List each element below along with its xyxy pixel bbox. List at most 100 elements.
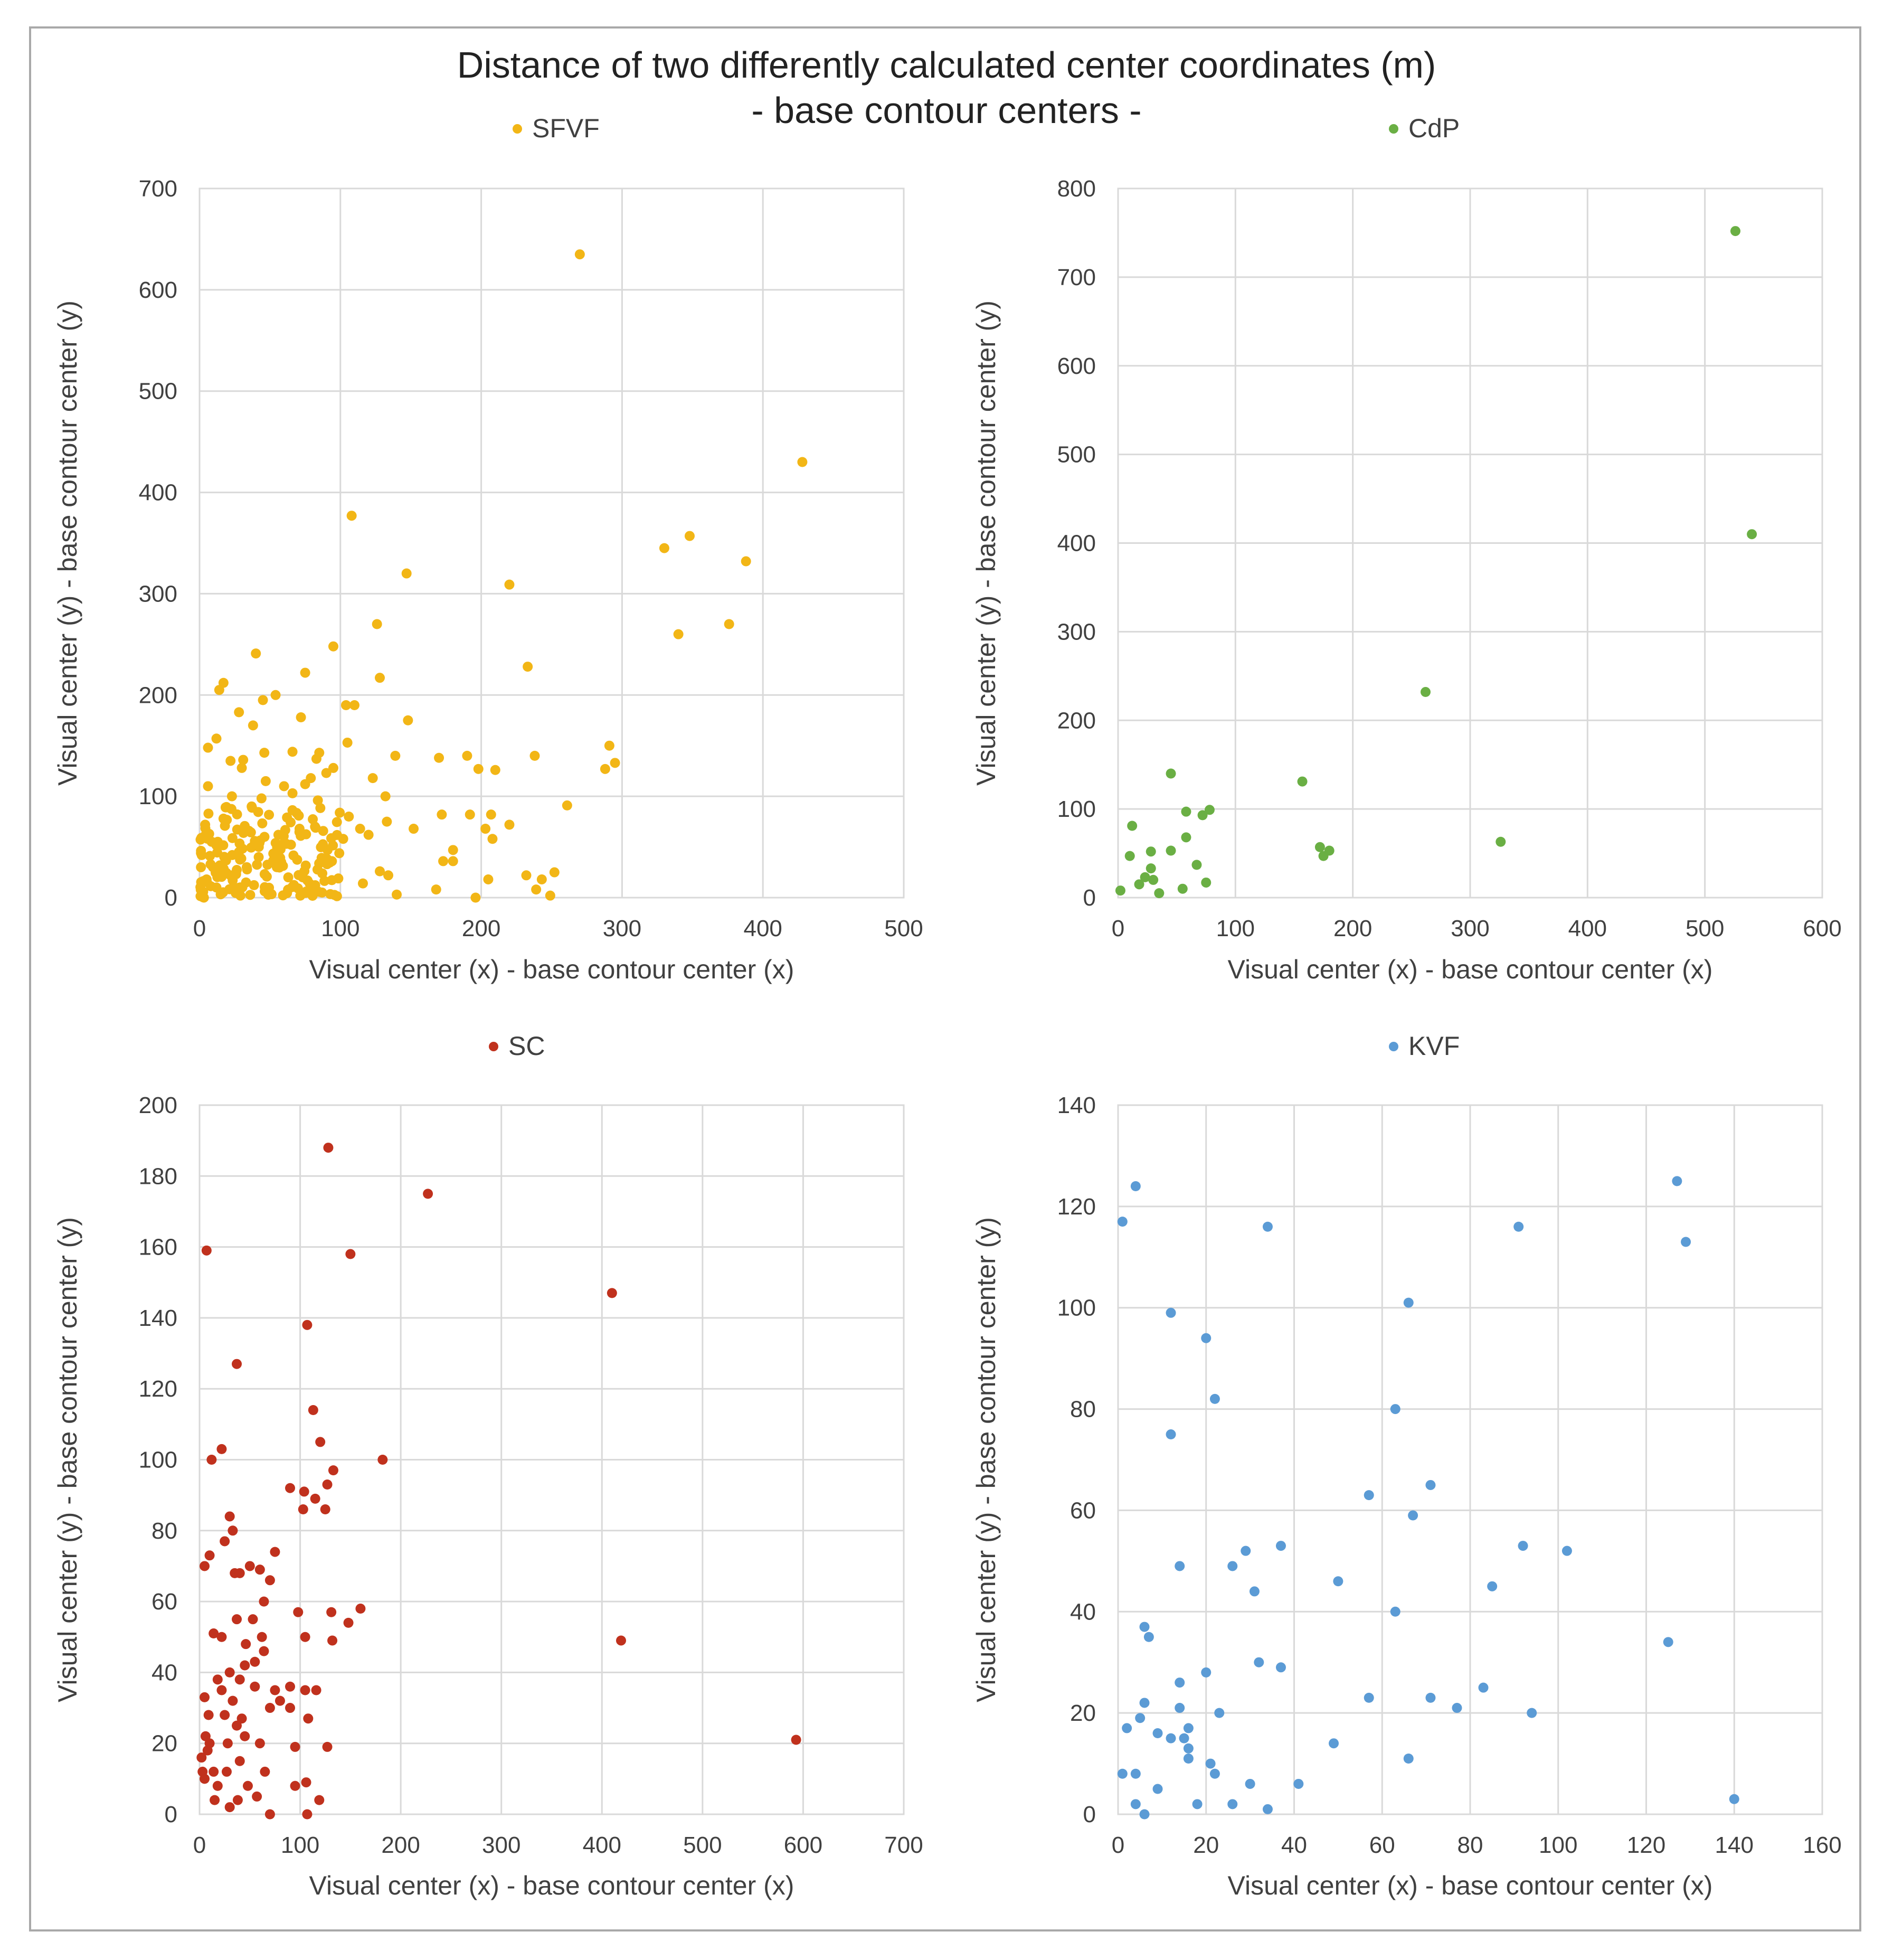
data-point — [1245, 1778, 1255, 1789]
data-point — [1146, 863, 1156, 874]
data-point — [211, 868, 221, 878]
y-tick-label: 120 — [139, 1376, 177, 1402]
data-point — [216, 1444, 227, 1454]
data-point — [1166, 1429, 1176, 1440]
data-point — [278, 890, 288, 901]
x-tick-label: 300 — [1451, 916, 1489, 941]
y-tick-label: 40 — [152, 1660, 177, 1685]
y-tick-label: 160 — [139, 1235, 177, 1260]
data-point — [200, 823, 211, 834]
data-point — [382, 816, 392, 827]
data-point — [293, 1607, 304, 1617]
y-axis-label: Visual center (y) - base contour center … — [971, 1217, 1001, 1702]
y-tick-label: 200 — [139, 682, 177, 708]
data-point — [314, 1795, 325, 1805]
data-point — [234, 847, 244, 858]
data-point — [325, 889, 336, 899]
data-point — [257, 1632, 267, 1642]
data-point — [258, 695, 268, 705]
data-point — [343, 1617, 354, 1628]
y-tick-label: 600 — [139, 277, 177, 303]
data-point — [264, 1575, 275, 1586]
data-point — [234, 838, 245, 849]
data-point — [221, 855, 231, 866]
x-tick-label: 600 — [784, 1832, 822, 1858]
y-tick-label: 100 — [139, 784, 177, 809]
data-point — [574, 249, 585, 260]
data-point — [1175, 1561, 1185, 1571]
data-point — [1249, 1586, 1260, 1597]
data-point — [1148, 874, 1159, 885]
data-point — [562, 800, 572, 811]
data-point — [375, 673, 385, 683]
legend-label: KVF — [1408, 1031, 1460, 1061]
data-point — [287, 788, 298, 798]
data-point — [285, 1483, 296, 1493]
data-point — [240, 1731, 250, 1741]
data-point — [215, 889, 226, 900]
x-tick-label: 60 — [1369, 1832, 1395, 1858]
data-point — [504, 579, 515, 590]
data-point — [282, 812, 292, 823]
data-point — [545, 890, 555, 901]
data-point — [212, 836, 223, 847]
data-point — [1403, 1753, 1414, 1764]
data-point — [1139, 1622, 1150, 1632]
data-point — [1146, 846, 1156, 857]
y-tick-label: 60 — [152, 1589, 177, 1615]
data-point — [1333, 1576, 1343, 1587]
y-tick-label: 100 — [1057, 796, 1096, 822]
data-point — [401, 568, 412, 579]
data-point — [377, 1455, 388, 1465]
data-point — [1408, 1510, 1418, 1521]
y-tick-label: 80 — [152, 1518, 177, 1544]
data-point — [224, 1511, 235, 1522]
data-point — [300, 888, 311, 898]
data-point — [280, 825, 290, 835]
x-tick-label: 400 — [743, 916, 782, 941]
data-point — [209, 1628, 219, 1639]
data-point — [1390, 1404, 1400, 1415]
data-point — [1143, 1632, 1154, 1642]
data-point — [357, 878, 368, 889]
data-point — [241, 862, 252, 872]
data-point — [261, 871, 272, 882]
data-point — [486, 809, 496, 820]
data-point — [254, 1565, 265, 1575]
y-tick-label: 700 — [139, 176, 177, 202]
data-point — [1390, 1606, 1400, 1617]
data-point — [1201, 877, 1211, 888]
data-point — [1275, 1541, 1286, 1551]
y-tick-label: 0 — [165, 885, 177, 911]
data-point — [232, 1720, 242, 1731]
data-point — [1672, 1176, 1682, 1186]
data-point — [328, 1465, 338, 1476]
data-point — [236, 762, 247, 773]
legend-marker — [513, 124, 522, 134]
data-point — [1487, 1581, 1498, 1591]
data-point — [245, 890, 255, 900]
x-axis-label: Visual center (x) - base contour center … — [309, 1871, 794, 1900]
data-point — [1254, 1657, 1264, 1667]
data-point — [270, 837, 281, 848]
data-point — [300, 1685, 310, 1695]
data-point — [1364, 1692, 1374, 1703]
y-tick-label: 800 — [1057, 176, 1096, 202]
data-point — [245, 827, 256, 837]
data-point — [311, 1685, 321, 1695]
data-point — [264, 882, 275, 893]
x-axis-label: Visual center (x) - base contour center … — [1228, 1871, 1713, 1900]
y-axis-label: Visual center (y) - base contour center … — [971, 300, 1001, 786]
data-point — [256, 793, 267, 804]
data-point — [1729, 1794, 1739, 1804]
data-point — [1209, 1393, 1220, 1404]
data-point — [249, 880, 259, 890]
data-point — [226, 791, 237, 802]
data-point — [227, 833, 238, 843]
data-point — [260, 1766, 270, 1777]
data-point — [328, 641, 338, 652]
data-point — [487, 834, 498, 844]
data-point — [250, 836, 260, 846]
data-point — [200, 1774, 210, 1784]
data-point — [326, 833, 336, 844]
